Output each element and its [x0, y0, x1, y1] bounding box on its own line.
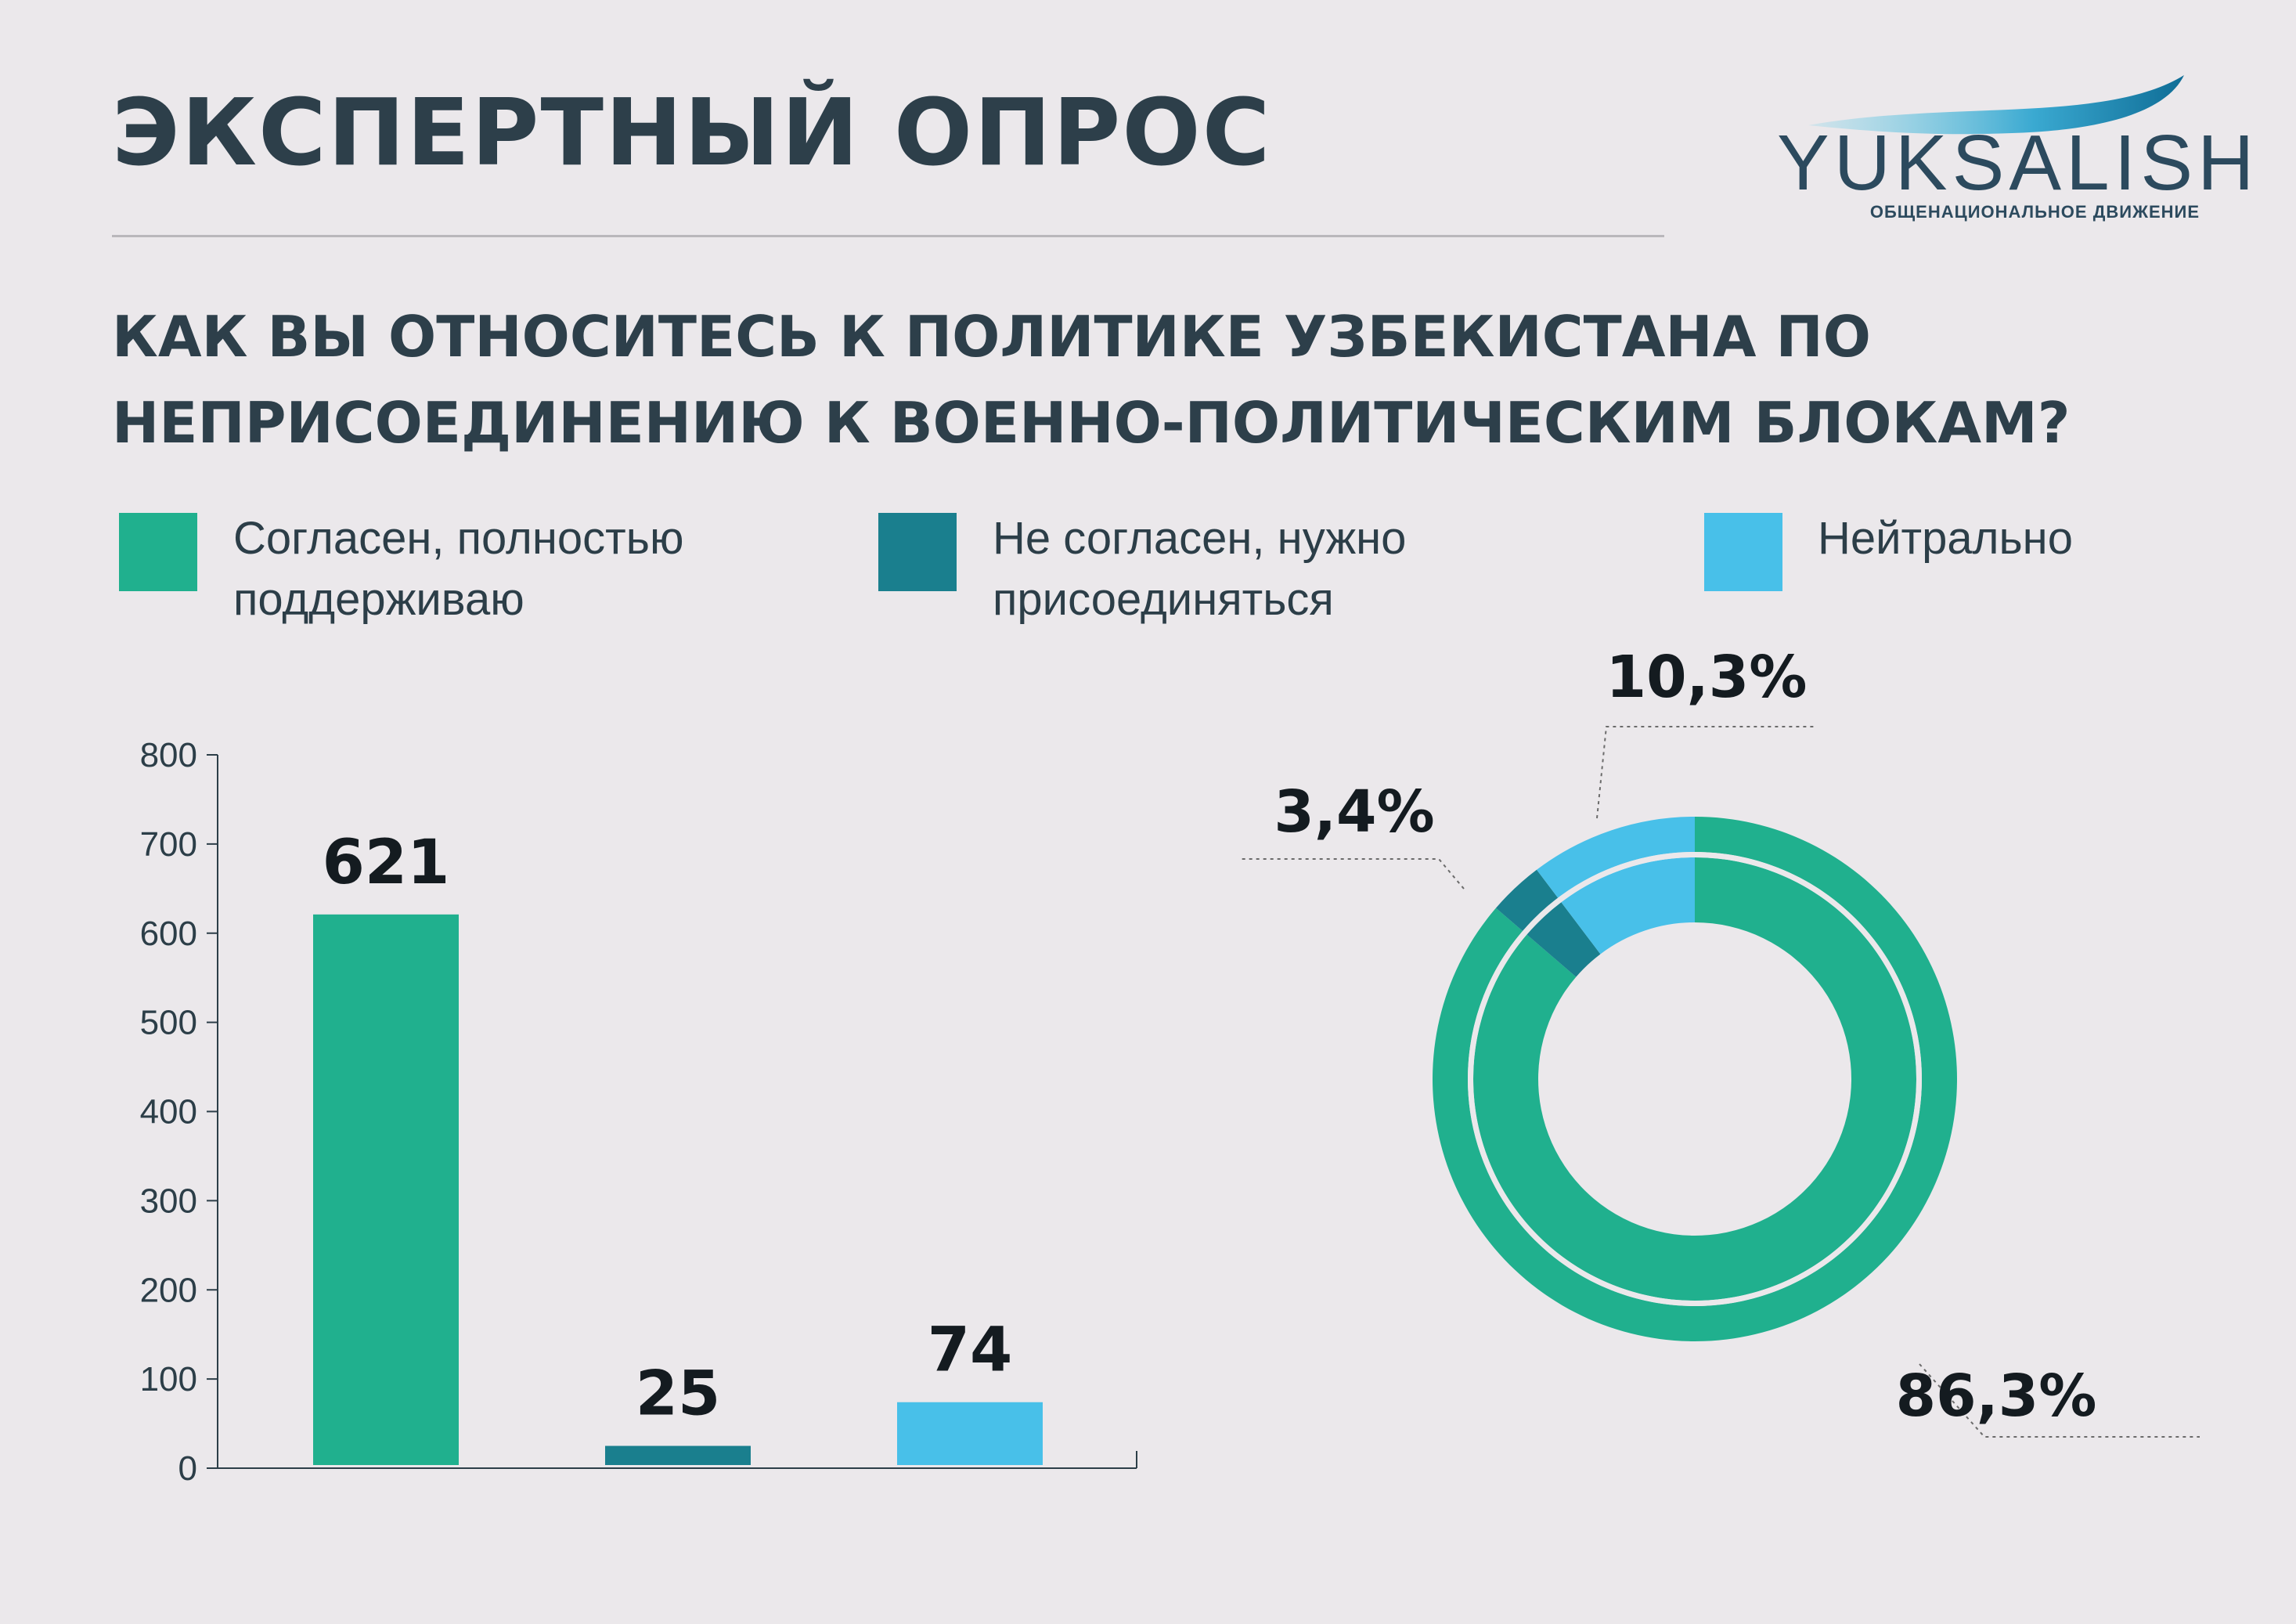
legend-item-agree: Согласен, полностью поддерживаю: [119, 513, 683, 630]
page-title: ЭКСПЕРТНЫЙ ОПРОС: [112, 78, 1272, 186]
donut-slice: [1526, 902, 1601, 977]
logo-swoosh-icon: [1808, 75, 2184, 135]
legend-swatch-neutral: [1704, 513, 1782, 591]
bar-chart: 0 100 200 300 400 500 600 700 800 621 25 74: [140, 736, 1137, 1488]
y-tick-label: 200: [140, 1271, 197, 1309]
leader-line-disagree: [1238, 858, 1465, 890]
bar-value-label: 25: [636, 1359, 721, 1430]
y-tick-label: 700: [140, 825, 197, 864]
y-tick-label: 0: [178, 1449, 197, 1488]
bar: [897, 1402, 1043, 1465]
legend-swatch-disagree: [878, 513, 957, 591]
bar: [605, 1445, 751, 1465]
y-tick-label: 800: [140, 736, 197, 774]
legend-item-neutral: Нейтрально: [1704, 513, 2073, 591]
legend-swatch-agree: [119, 513, 197, 591]
yuksalish-logo: YUKSALISH ОБЩЕНАЦИОНАЛЬНОЕ ДВИЖЕНИЕ: [1777, 69, 2259, 226]
legend-label-disagree-line2: присоединяться: [993, 574, 1334, 625]
bar-value-label: 74: [928, 1315, 1013, 1386]
donut-slice: [1472, 857, 1916, 1301]
y-tick-label: 100: [140, 1360, 197, 1398]
donut-slice: [1495, 869, 1559, 931]
legend-label-agree-line2: поддерживаю: [233, 574, 524, 625]
legend-label-neutral: Нейтрально: [1818, 508, 2073, 569]
y-tick-label: 600: [140, 915, 197, 953]
header-divider: [112, 235, 1664, 237]
legend-label-neutral-line1: Нейтрально: [1818, 513, 2073, 564]
legend-label-disagree-line1: Не согласен, нужно: [993, 513, 1407, 564]
donut-slice: [1537, 817, 1695, 898]
legend-label-agree-line1: Согласен, полностью: [233, 513, 684, 564]
logo-wordmark: YUKSALISH: [1777, 119, 2259, 207]
leader-line-neutral: [1596, 726, 1815, 819]
y-tick-label: 500: [140, 1004, 197, 1042]
donut-percent-label: 86,3%: [1896, 1362, 2097, 1430]
donut-chart: 86,3% 3,4% 10,3%: [1238, 644, 2200, 1438]
donut-percent-label: 10,3%: [1606, 644, 1808, 711]
y-tick-label: 400: [140, 1093, 197, 1131]
survey-question: КАК ВЫ ОТНОСИТЕСЬ К ПОЛИТИКЕ УЗБЕКИСТАНА…: [112, 304, 2071, 456]
bar-value-label: 621: [323, 828, 450, 898]
logo-subtitle: ОБЩЕНАЦИОНАЛЬНОЕ ДВИЖЕНИЕ: [1869, 202, 2200, 222]
donut-slice: [1561, 857, 1695, 955]
donut-percent-label: 3,4%: [1274, 778, 1434, 846]
legend-label-disagree: Не согласен, нужно присоединяться: [993, 508, 1406, 630]
legend-label-agree: Согласен, полностью поддерживаю: [233, 508, 683, 630]
leader-line-agree: [1919, 1363, 2200, 1438]
y-tick-label: 300: [140, 1182, 197, 1220]
donut-ring-gap: [1468, 852, 1922, 1306]
bar: [313, 914, 459, 1465]
legend-item-disagree: Не согласен, нужно присоединяться: [878, 513, 1406, 630]
